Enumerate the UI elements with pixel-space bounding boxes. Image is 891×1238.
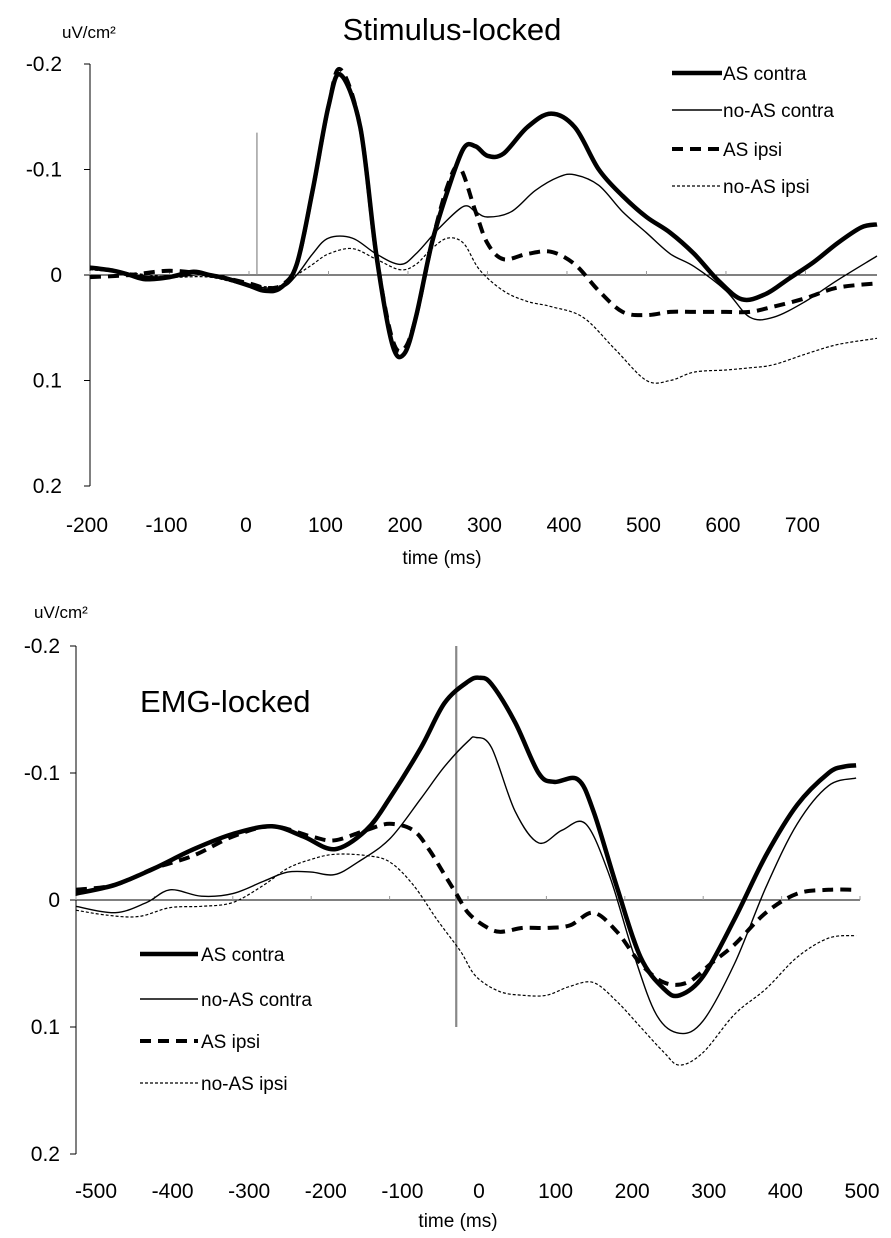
chart2-unit-label: uV/cm² xyxy=(34,603,88,622)
chart1-x-tick-label: 400 xyxy=(546,514,581,537)
chart2-x-tick-label: 400 xyxy=(768,1180,803,1203)
chart1-x-tick-label: 100 xyxy=(308,514,343,537)
chart2-x-tick-label: 300 xyxy=(691,1180,726,1203)
chart1-y-tick-label: -0.2 xyxy=(26,53,62,76)
chart2-series-no-as-ipsi xyxy=(75,853,857,1066)
chart2-y-tick-label: -0.1 xyxy=(24,762,60,785)
chart1-y-tick-label: 0.2 xyxy=(33,475,62,498)
chart1-y-tick-label: -0.1 xyxy=(26,159,62,182)
chart1-title: Stimulus-locked xyxy=(343,12,562,47)
chart2-x-tick-label: 500 xyxy=(844,1180,879,1203)
chart2-x-tick-label: 0 xyxy=(473,1180,485,1203)
chart2-x-axis-title: time (ms) xyxy=(418,1211,497,1232)
chart1-x-tick-label: -100 xyxy=(145,514,187,537)
chart1-legend-label: no-AS ipsi xyxy=(723,177,810,198)
chart2-legend-label: AS contra xyxy=(201,945,285,966)
chart2-y-tick-label: 0.2 xyxy=(31,1143,60,1166)
chart2-series-no-as-contra xyxy=(75,736,857,1035)
chart1-x-tick-label: 300 xyxy=(467,514,502,537)
chart2-x-tick-label: -500 xyxy=(75,1180,117,1203)
chart2-legend-label: AS ipsi xyxy=(201,1032,260,1053)
chart1-x-tick-label: 200 xyxy=(387,514,422,537)
chart1-x-axis-title: time (ms) xyxy=(402,548,481,569)
chart2-title: EMG-locked xyxy=(140,684,311,719)
chart1-x-tick-label: 600 xyxy=(705,514,740,537)
chart2-x-tick-label: -200 xyxy=(305,1180,347,1203)
chart1-legend-label: AS ipsi xyxy=(723,140,782,161)
chart1-plot-area: -0.2 -0.1 0 0.1 0.2-200 -100 0 100 200 300 400 500 6… xyxy=(26,53,878,537)
chart2-x-tick-label: 200 xyxy=(615,1180,650,1203)
chart2-x-tick-label: -100 xyxy=(381,1180,423,1203)
chart2-series-as-contra xyxy=(75,675,857,999)
chart1-x-tick-label: 700 xyxy=(785,514,820,537)
chart1-legend-label: AS contra xyxy=(723,64,807,85)
chart1-x-tick-label: 500 xyxy=(626,514,661,537)
chart1-y-tick-label: 0.1 xyxy=(33,370,62,393)
chart1-series-as-contra xyxy=(89,71,878,360)
chart2-x-tick-label: -300 xyxy=(228,1180,270,1203)
chart1-x-tick-label: 0 xyxy=(240,514,252,537)
chart2-plot-area: -0.2 -0.1 0 0.1 0.2 -500 -400 -300 -200 -100 0 100 2… xyxy=(24,635,880,1203)
chart1-y-tick-label: 0 xyxy=(50,264,62,287)
chart2-y-tick-label: -0.2 xyxy=(24,635,60,658)
chart2-legend-label: no-AS ipsi xyxy=(201,1074,288,1095)
chart2-y-tick-label: 0 xyxy=(48,889,60,912)
chart2-y-tick-label: 0.1 xyxy=(31,1016,60,1039)
chart2-x-tick-label: -400 xyxy=(152,1180,194,1203)
chart2-legend-label: no-AS contra xyxy=(201,990,312,1011)
chart1-unit-label: uV/cm² xyxy=(62,23,116,42)
chart1-legend-label: no-AS contra xyxy=(723,101,834,122)
chart1-x-tick-label: -200 xyxy=(66,514,108,537)
chart2-x-tick-label: 100 xyxy=(538,1180,573,1203)
